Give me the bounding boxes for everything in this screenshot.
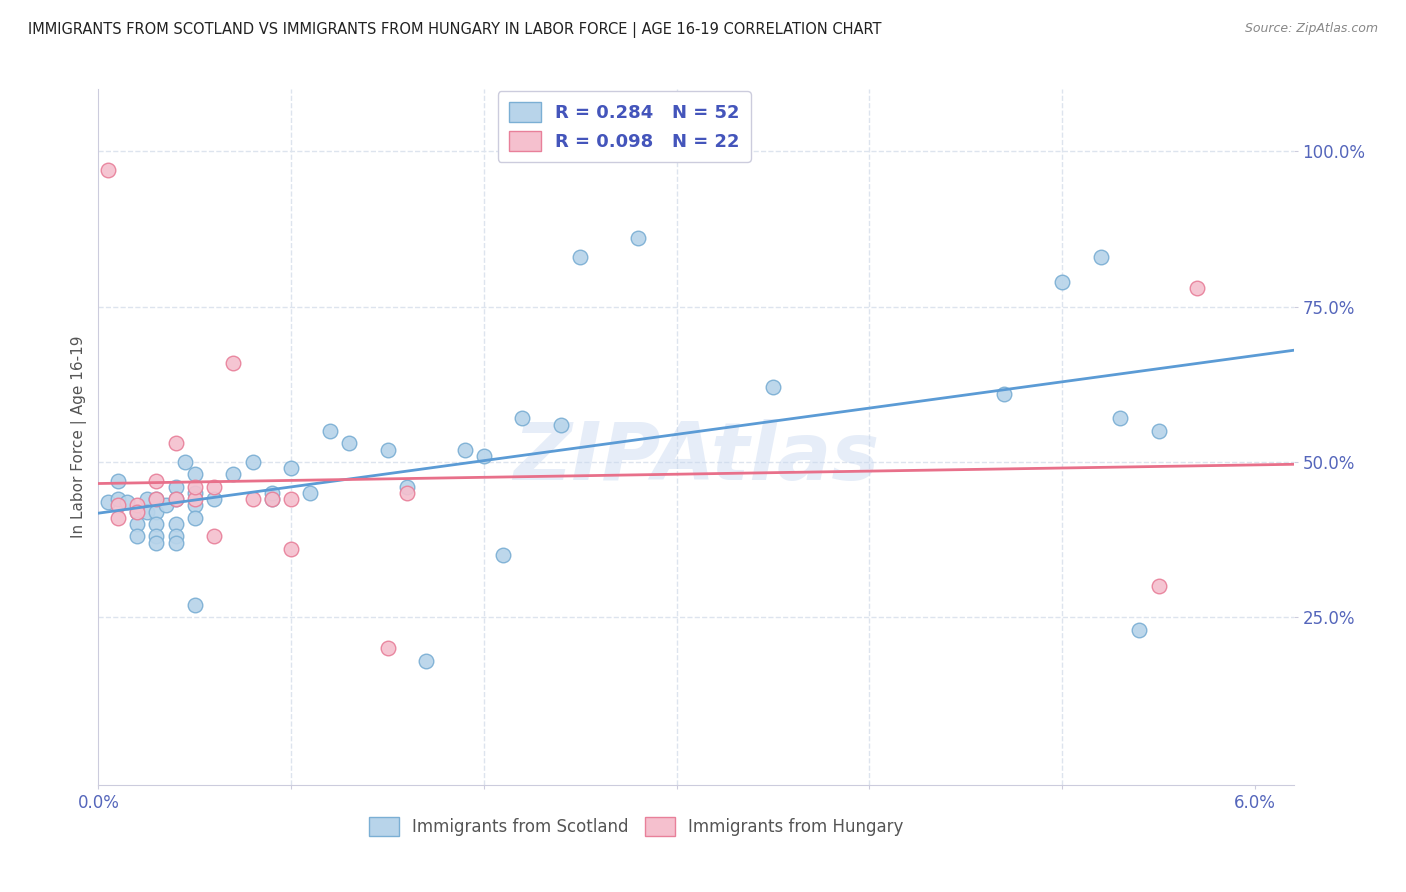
Point [165, 436, 187, 450]
Point [319, 424, 342, 438]
Point [395, 486, 418, 500]
Point [184, 511, 207, 525]
Point [125, 516, 148, 531]
Point [165, 492, 187, 507]
Point [280, 461, 302, 475]
Point [993, 386, 1015, 401]
Point [202, 529, 225, 543]
Point [242, 492, 264, 507]
Point [762, 380, 785, 394]
Point [165, 535, 187, 549]
Point [415, 654, 437, 668]
Point [395, 480, 418, 494]
Point [260, 486, 283, 500]
Point [1050, 275, 1073, 289]
Point [125, 505, 148, 519]
Text: ZIPAtlas: ZIPAtlas [513, 419, 879, 497]
Point [299, 486, 322, 500]
Point [453, 442, 475, 457]
Point [1185, 281, 1208, 295]
Point [117, 495, 139, 509]
Y-axis label: In Labor Force | Age 16-19: In Labor Force | Age 16-19 [72, 335, 87, 539]
Point [1147, 424, 1170, 438]
Point [97, 163, 120, 178]
Point [107, 499, 129, 513]
Point [472, 449, 495, 463]
Point [97, 495, 120, 509]
Point [145, 516, 167, 531]
Point [165, 492, 187, 507]
Legend: Immigrants from Scotland, Immigrants from Hungary: Immigrants from Scotland, Immigrants fro… [361, 811, 911, 843]
Point [242, 455, 264, 469]
Point [125, 499, 148, 513]
Point [280, 541, 302, 556]
Point [125, 505, 148, 519]
Point [107, 492, 129, 507]
Point [280, 492, 302, 507]
Point [155, 499, 177, 513]
Point [174, 455, 197, 469]
Point [135, 505, 157, 519]
Point [222, 355, 245, 369]
Point [550, 417, 572, 432]
Point [135, 492, 157, 507]
Point [107, 511, 129, 525]
Point [260, 492, 283, 507]
Point [337, 436, 360, 450]
Point [125, 529, 148, 543]
Point [184, 486, 207, 500]
Point [1128, 623, 1150, 637]
Point [184, 499, 207, 513]
Point [145, 505, 167, 519]
Point [107, 474, 129, 488]
Point [260, 492, 283, 507]
Point [184, 480, 207, 494]
Point [569, 250, 592, 264]
Point [492, 548, 515, 562]
Point [145, 474, 167, 488]
Point [165, 516, 187, 531]
Point [222, 467, 245, 482]
Point [377, 442, 399, 457]
Point [627, 231, 650, 245]
Point [1090, 250, 1112, 264]
Point [165, 480, 187, 494]
Text: Source: ZipAtlas.com: Source: ZipAtlas.com [1244, 22, 1378, 36]
Point [165, 529, 187, 543]
Point [184, 492, 207, 507]
Point [184, 467, 207, 482]
Point [202, 480, 225, 494]
Point [512, 411, 534, 425]
Point [145, 535, 167, 549]
Point [145, 529, 167, 543]
Point [184, 598, 207, 612]
Point [1109, 411, 1132, 425]
Point [377, 641, 399, 656]
Point [145, 492, 167, 507]
Point [202, 492, 225, 507]
Point [145, 492, 167, 507]
Text: IMMIGRANTS FROM SCOTLAND VS IMMIGRANTS FROM HUNGARY IN LABOR FORCE | AGE 16-19 C: IMMIGRANTS FROM SCOTLAND VS IMMIGRANTS F… [28, 22, 882, 38]
Point [1147, 579, 1170, 593]
